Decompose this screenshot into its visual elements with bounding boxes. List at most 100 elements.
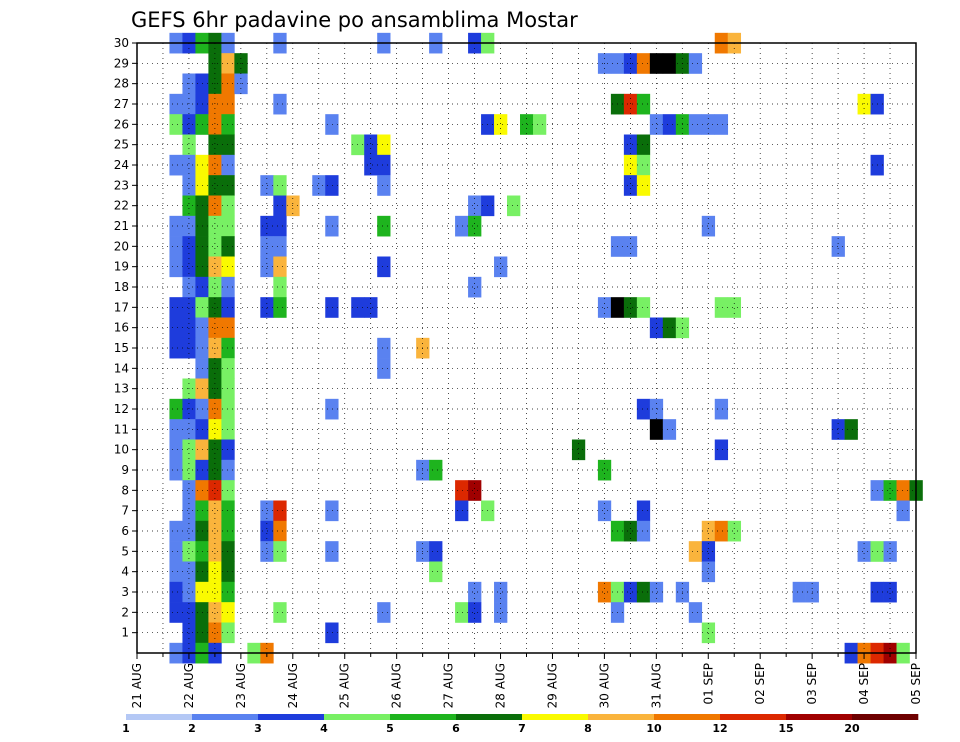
data-cell	[208, 561, 222, 583]
data-cell	[182, 541, 196, 562]
data-cell	[273, 215, 287, 237]
data-cell	[260, 520, 274, 542]
data-cell	[208, 256, 222, 278]
y-tick-label: 12	[114, 402, 129, 416]
data-cell	[221, 93, 235, 115]
data-cell	[182, 622, 196, 644]
data-cell	[208, 500, 222, 522]
data-cell	[429, 541, 443, 562]
data-cell	[701, 622, 716, 644]
colorbar-label: 6	[452, 722, 460, 735]
colorbar-segment	[126, 714, 193, 720]
data-cell	[208, 215, 222, 237]
data-cell	[623, 134, 638, 156]
data-cell	[636, 520, 651, 542]
y-tick-label: 13	[114, 382, 129, 396]
y-tick-label: 19	[114, 260, 129, 274]
grid-lines	[137, 42, 916, 653]
data-cell	[260, 297, 274, 318]
data-cell	[169, 256, 183, 278]
data-cell	[208, 236, 222, 257]
data-cell	[831, 236, 845, 257]
data-cell	[714, 297, 729, 318]
data-cell	[208, 520, 222, 542]
data-cell	[468, 215, 482, 237]
y-tick-label: 5	[121, 544, 129, 558]
colorbar-label: 7	[518, 722, 526, 735]
x-tick-label: 27 AUG	[442, 663, 456, 708]
data-cell	[455, 480, 469, 501]
data-cell	[623, 154, 638, 176]
data-cell	[182, 114, 196, 135]
data-cell	[792, 581, 806, 603]
data-cell	[260, 215, 274, 237]
data-cell	[208, 93, 222, 115]
colorbar-segment	[192, 714, 259, 720]
data-cell	[208, 114, 222, 135]
data-cell	[208, 134, 222, 156]
colorbar-segment	[786, 714, 853, 720]
data-cell	[364, 154, 378, 176]
data-cell	[182, 398, 196, 420]
y-tick-label: 24	[114, 158, 129, 172]
data-cell	[208, 175, 222, 196]
data-cell	[182, 256, 196, 278]
colorbar-label: 2	[188, 722, 196, 735]
data-cell	[636, 93, 651, 115]
y-tick-label: 1	[121, 626, 129, 640]
data-cell	[727, 520, 742, 542]
data-cell	[260, 541, 274, 562]
data-cell	[260, 256, 274, 278]
y-tick-label: 30	[114, 36, 129, 50]
y-tick-label: 15	[114, 341, 129, 355]
data-cell	[260, 236, 274, 257]
y-tick-label: 8	[121, 483, 129, 497]
data-cell	[325, 297, 339, 318]
data-cell	[701, 215, 716, 237]
data-cell	[896, 480, 910, 501]
data-cell	[182, 236, 196, 257]
y-tick-label: 20	[114, 239, 129, 253]
data-cell	[377, 358, 391, 379]
data-cell	[182, 195, 196, 217]
data-cell	[649, 419, 664, 440]
data-cell	[377, 256, 391, 278]
data-cell	[169, 398, 183, 420]
data-cell	[273, 93, 287, 115]
data-cell	[221, 602, 235, 623]
data-cell	[649, 317, 664, 339]
data-cell	[377, 134, 391, 156]
data-cell	[221, 276, 235, 298]
colorbar: 1 2 3 4 5 6 7 8 10 12 15 20	[122, 714, 919, 735]
data-cell	[325, 175, 339, 196]
data-cell	[662, 419, 677, 440]
data-cell	[273, 602, 287, 623]
data-cell	[636, 581, 651, 603]
data-cell	[688, 114, 703, 135]
data-cell	[169, 439, 183, 461]
data-cell	[208, 398, 222, 420]
data-cell	[221, 317, 235, 339]
data-cell	[701, 114, 716, 135]
data-cell	[221, 236, 235, 257]
data-cell	[182, 276, 196, 298]
y-tick-label: 25	[114, 138, 129, 152]
data-cell	[221, 114, 235, 135]
data-cell	[169, 337, 183, 359]
data-cell	[636, 134, 651, 156]
data-cell	[844, 419, 858, 440]
data-cell	[208, 276, 222, 298]
data-cell	[182, 459, 196, 481]
x-tick-label: 21 AUG	[130, 663, 144, 708]
data-cell	[221, 622, 235, 644]
y-tick-label: 22	[114, 199, 129, 213]
colorbar-segment	[720, 714, 787, 720]
data-cell	[662, 53, 677, 74]
colorbar-segment	[522, 714, 589, 720]
colorbar-segment	[258, 714, 325, 720]
y-tick-label: 4	[121, 565, 129, 579]
data-cell	[468, 581, 482, 603]
colorbar-label: 4	[320, 722, 328, 735]
y-tick-label: 26	[114, 117, 129, 131]
